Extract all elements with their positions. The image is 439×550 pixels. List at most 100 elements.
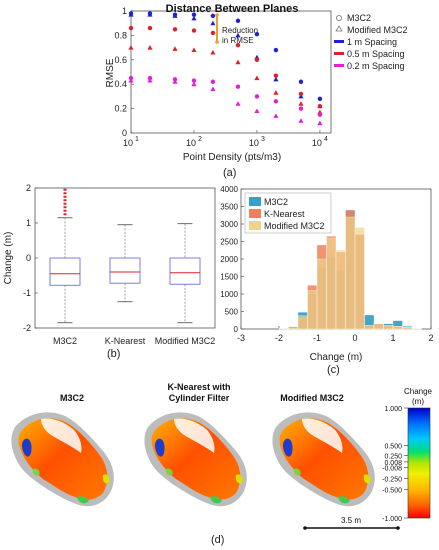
a-point-triangle — [235, 59, 241, 65]
a-point-circle — [210, 30, 216, 36]
scale-bar-end-left — [303, 526, 307, 530]
a-point-circle — [298, 79, 304, 84]
panel-d-maps: M3C2 K-Nearest with Cylinder Filter Modi… — [11, 382, 433, 530]
map-label-m3c2: M3C2 — [60, 393, 84, 403]
legend-swatch-1m — [334, 40, 344, 43]
c-ytick-label: 3500 — [220, 203, 238, 212]
a-point-circle — [317, 96, 323, 102]
a-ytick-label: 0.4 — [114, 79, 127, 89]
map-modified-m3c2 — [272, 412, 375, 507]
a-xtick-exponent: 1 — [135, 136, 139, 143]
annotation-reduction: Reduction — [222, 26, 258, 35]
a-point-triangle — [147, 12, 153, 17]
a-point-triangle — [191, 47, 197, 53]
a-point-circle — [254, 94, 260, 99]
colorbar-unit: (m) — [412, 397, 424, 406]
c-bar — [345, 216, 356, 330]
c-bar — [307, 290, 318, 330]
a-ytick-label: 0.6 — [114, 55, 127, 65]
b-category-label: Modified M3C2 — [155, 336, 216, 346]
panel-a-xlabel: Point Density (pts/m3) — [183, 152, 281, 163]
c-xtick-label: -3 — [237, 333, 245, 343]
a-point-circle — [210, 13, 216, 19]
a-point-circle — [317, 112, 323, 117]
a-point-triangle — [191, 81, 197, 87]
colorbar-title: Change — [404, 387, 433, 396]
reduction-arrow-head-top — [215, 13, 219, 17]
a-point-circle — [210, 79, 216, 84]
c-ytick-label: 3000 — [220, 220, 238, 229]
legend-label-c-m3c2: M3C2 — [264, 197, 288, 207]
colorbar-tick-label: 0.008 — [384, 460, 402, 467]
a-point-circle — [147, 25, 153, 31]
a-point-triangle — [273, 90, 279, 95]
c-xtick-label: 1 — [390, 333, 395, 343]
c-bar — [316, 258, 327, 330]
panel-a-ylabel: RMSE — [105, 58, 116, 87]
legend-swatch-modified — [249, 221, 261, 230]
a-point-triangle — [191, 15, 197, 21]
caption-b: (b) — [107, 348, 121, 360]
legend-label-c-modified: Modified M3C2 — [264, 221, 325, 231]
colorbar-tick-label: -0.500 — [382, 487, 402, 494]
b-ytick-label: 0 — [26, 253, 31, 263]
panel-a-title: Distance Between Planes — [166, 3, 299, 15]
c-bar — [326, 237, 337, 330]
a-point-triangle — [317, 120, 323, 126]
legend-label-c-knearest: K-Nearest — [264, 209, 305, 219]
colorbar-tick-label: 1.000 — [384, 406, 402, 413]
map-label-knearest-line1: K-Nearest with — [167, 382, 230, 392]
colorbar-tick-label: -0.250 — [382, 476, 402, 483]
a-xtick-base: 10 — [249, 138, 259, 148]
legend-swatch-knearest — [249, 209, 261, 218]
a-xtick-exponent: 2 — [198, 136, 202, 143]
c-xtick-label: -1 — [313, 333, 321, 343]
a-point-triangle — [172, 13, 178, 18]
a-ytick-label: 0.8 — [114, 30, 127, 40]
c-bar — [402, 327, 413, 330]
c-xtick-label: -2 — [275, 333, 283, 343]
a-point-triangle — [235, 32, 241, 38]
scale-bar-label: 3.5 m — [341, 516, 361, 525]
c-ytick-label: 2500 — [220, 238, 238, 247]
legend-label-modified-m3c2: Modified M3C2 — [347, 25, 408, 35]
a-point-triangle — [210, 86, 216, 92]
annotation-in-rmse: in RMSE — [222, 36, 254, 45]
legend-label-05m-spacing: 0.5 m Spacing — [347, 49, 405, 59]
a-point-triangle — [273, 76, 279, 82]
a-point-triangle — [172, 46, 178, 51]
c-bar — [373, 323, 384, 330]
a-point-circle — [172, 27, 178, 32]
legend-swatch-m3c2 — [249, 197, 261, 206]
legend-swatch-05m — [334, 52, 344, 55]
a-point-circle — [273, 47, 279, 53]
a-point-circle — [191, 28, 197, 33]
panel-b-boxplot: Change (m) -2 -1 0 1 2 M3C2 K-Nearest Modified… — [3, 183, 216, 346]
a-point-triangle — [128, 77, 134, 83]
a-ytick-label: 0 — [122, 128, 127, 138]
b-category-label: K-Nearest — [105, 336, 146, 346]
c-xtick-label: 0 — [352, 333, 357, 343]
a-point-circle — [254, 31, 260, 37]
legend-label-02m-spacing: 0.2 m Spacing — [347, 61, 405, 71]
b-category-label: M3C2 — [53, 336, 77, 346]
a-point-circle — [273, 73, 279, 78]
legend-label-m3c2: M3C2 — [347, 13, 371, 23]
a-point-triangle — [254, 108, 260, 114]
panel-c-xlabel: Change (m) — [310, 352, 363, 363]
c-bar — [297, 315, 308, 330]
a-point-triangle — [298, 101, 304, 106]
b-box — [109, 257, 141, 284]
a-point-triangle — [210, 20, 216, 26]
b-ytick-label: -2 — [23, 323, 31, 333]
a-point-triangle — [298, 118, 304, 123]
a-point-circle — [298, 91, 304, 97]
a-point-circle — [273, 99, 279, 104]
a-point-circle — [235, 84, 241, 89]
c-ytick-label: 1000 — [220, 290, 238, 299]
a-xtick-base: 10 — [123, 138, 133, 148]
legend-label-1m-spacing: 1 m Spacing — [347, 37, 397, 47]
a-xtick-base: 10 — [312, 138, 322, 148]
a-point-circle — [191, 78, 197, 83]
